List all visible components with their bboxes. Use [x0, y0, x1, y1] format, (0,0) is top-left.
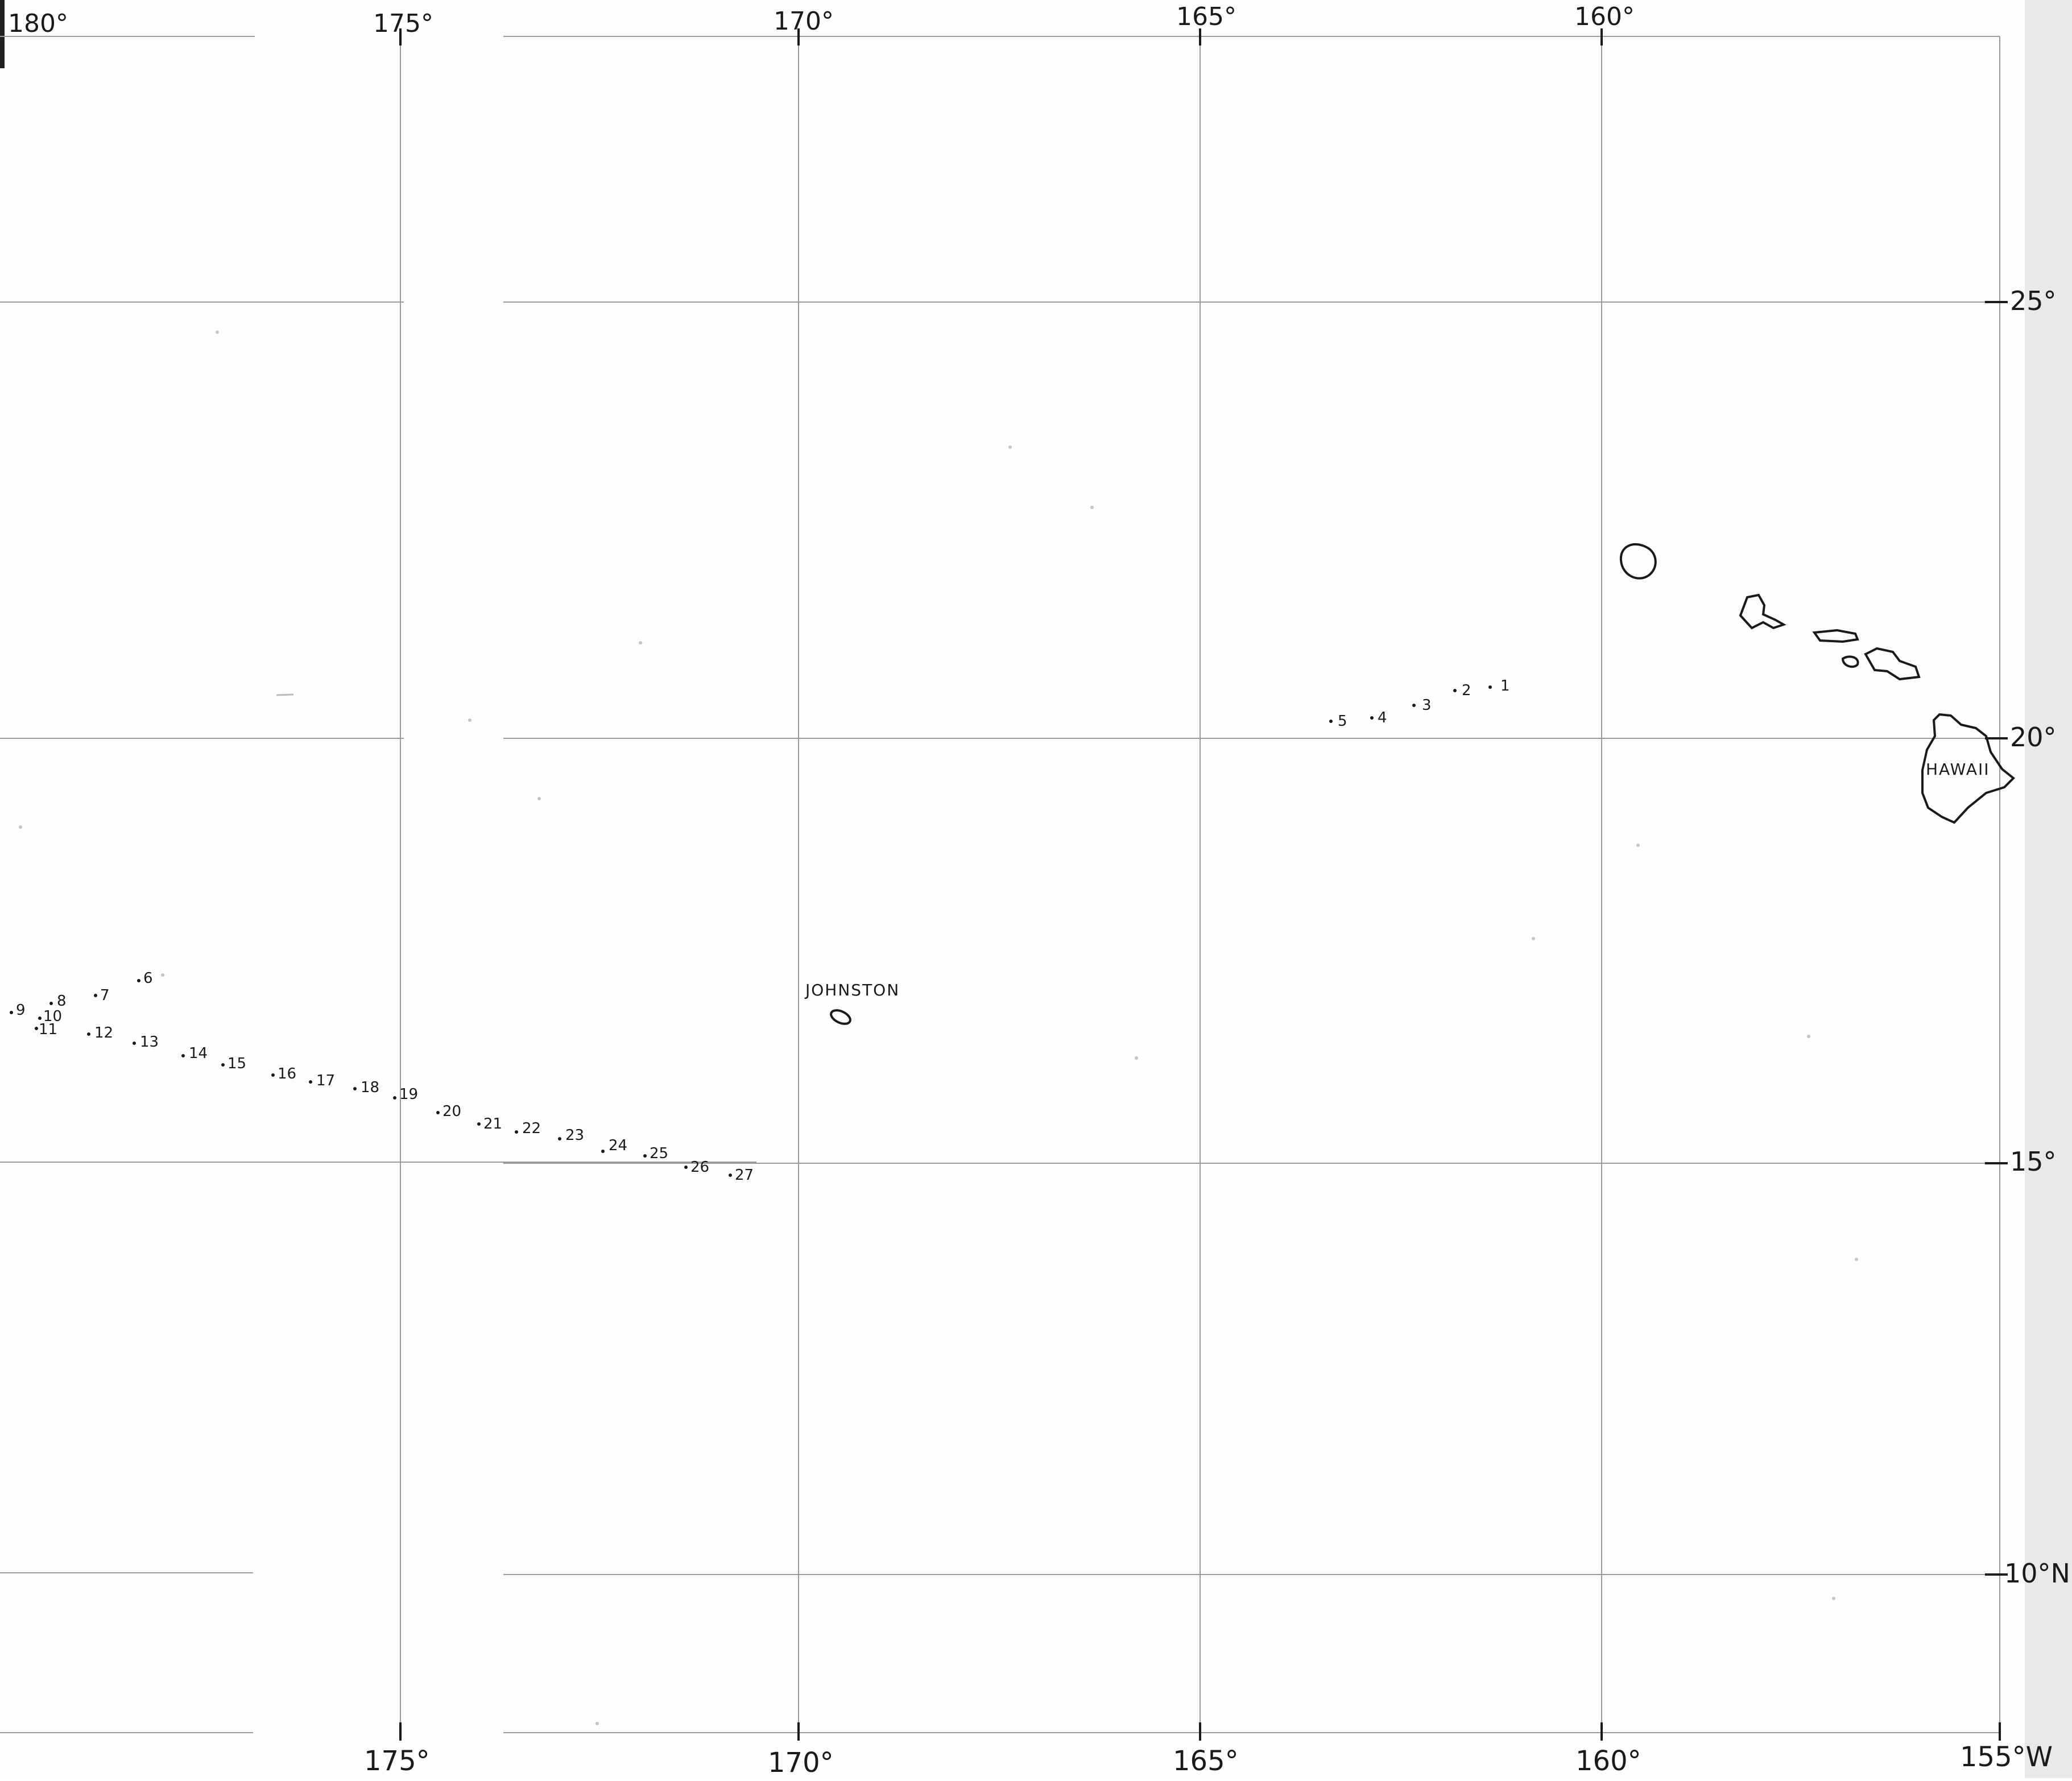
- latitude-grid: [0, 36, 2000, 1733]
- svg-text:18: 18: [361, 1079, 379, 1096]
- svg-text:15: 15: [228, 1055, 246, 1072]
- track-point-4: 4: [1370, 709, 1387, 726]
- track-point-26: 26: [684, 1159, 709, 1176]
- track-point-8: 8: [49, 993, 67, 1010]
- svg-text:20: 20: [442, 1103, 461, 1120]
- latitude-labels: 25° 20° 15° 10°N: [2004, 286, 2070, 1589]
- bottom-longitude-labels: 175° 170° 165° 160° 155°W: [364, 1741, 2053, 1779]
- track-point-27: 27: [729, 1167, 754, 1184]
- island-maui: [1864, 647, 1921, 681]
- paper-edge: [2025, 0, 2072, 1778]
- track-point-23: 23: [558, 1127, 584, 1144]
- svg-text:13: 13: [140, 1034, 159, 1051]
- track-point-21: 21: [477, 1115, 502, 1133]
- svg-text:23: 23: [565, 1127, 584, 1144]
- lat-label-10n: 10°N: [2004, 1558, 2070, 1589]
- svg-text:3: 3: [1422, 697, 1432, 714]
- track-point-3: 3: [1412, 697, 1432, 714]
- island-oahu: [1739, 593, 1786, 630]
- svg-text:21: 21: [483, 1115, 502, 1133]
- track-point-9: 9: [10, 1002, 26, 1019]
- track-point-15: 15: [221, 1055, 246, 1072]
- svg-text:4: 4: [1378, 709, 1387, 726]
- lat-label-25: 25°: [2010, 286, 2057, 316]
- svg-text:7: 7: [100, 987, 110, 1004]
- svg-text:2: 2: [1462, 682, 1471, 699]
- lon-label-bottom-160: 160°: [1575, 1745, 1641, 1777]
- track-point-24: 24: [601, 1137, 627, 1154]
- svg-text:11: 11: [39, 1021, 57, 1038]
- hawaii-label: HAWAII: [1926, 760, 1990, 779]
- track-point-6: 6: [137, 970, 153, 987]
- scan-edge-mark: [0, 0, 5, 68]
- svg-text:19: 19: [399, 1086, 418, 1103]
- svg-text:16: 16: [278, 1065, 296, 1082]
- lon-label-bottom-165: 165°: [1173, 1745, 1239, 1777]
- track-point-1: 1: [1488, 677, 1510, 695]
- lon-label-bottom-175: 175°: [364, 1745, 430, 1777]
- svg-text:8: 8: [57, 993, 67, 1010]
- lon-label-top-160: 160°: [1574, 2, 1635, 31]
- track-point-10: 10: [38, 1008, 62, 1025]
- track-point-22: 22: [515, 1120, 541, 1137]
- island-molokai: [1812, 629, 1859, 643]
- johnston-atoll-outline: [830, 1009, 851, 1025]
- tick-marks: [399, 28, 2008, 1741]
- lon-label-top-165: 165°: [1176, 2, 1236, 31]
- track-point-16: 16: [271, 1065, 296, 1082]
- island-kauai: [1619, 543, 1657, 580]
- svg-text:27: 27: [735, 1167, 754, 1184]
- svg-text:9: 9: [16, 1002, 26, 1019]
- lon-label-top-170: 170°: [774, 7, 834, 36]
- svg-text:17: 17: [316, 1072, 335, 1089]
- top-longitude-labels: 180° 175° 170° 165° 160°: [8, 2, 1635, 38]
- lon-label-bottom-170: 170°: [768, 1747, 834, 1778]
- lon-label-top-175: 175°: [373, 9, 433, 38]
- island-hawaii: [1921, 713, 2015, 824]
- lon-label-bottom-155w: 155°W: [1960, 1741, 2053, 1773]
- svg-text:26: 26: [690, 1159, 709, 1176]
- svg-text:10: 10: [43, 1008, 62, 1025]
- svg-text:24: 24: [609, 1137, 627, 1154]
- hawaiian-islands: [1619, 543, 2015, 824]
- track-point-14: 14: [181, 1045, 208, 1062]
- track-point-12: 12: [87, 1024, 113, 1042]
- track-point-7: 7: [94, 987, 110, 1004]
- svg-text:1: 1: [1500, 677, 1510, 695]
- stray-dots: [19, 330, 1858, 1725]
- lat-label-15: 15°: [2010, 1146, 2057, 1177]
- track-point-11: 11: [35, 1021, 57, 1038]
- track-point-25: 25: [643, 1145, 668, 1162]
- svg-text:6: 6: [143, 970, 153, 987]
- track-point-20: 20: [436, 1103, 461, 1120]
- svg-text:12: 12: [94, 1024, 113, 1042]
- track-point-5: 5: [1329, 713, 1347, 730]
- island-lanai: [1841, 655, 1859, 668]
- track-point-18: 18: [353, 1079, 379, 1096]
- svg-text:22: 22: [522, 1120, 541, 1137]
- johnston-label: JOHNSTON: [804, 981, 900, 999]
- longitude-grid: [400, 36, 2000, 1733]
- track-point-17: 17: [309, 1072, 335, 1089]
- lat-label-20: 20°: [2010, 722, 2057, 753]
- track-point-2: 2: [1453, 682, 1471, 699]
- svg-text:5: 5: [1338, 713, 1347, 730]
- lon-label-top-180: 180°: [8, 9, 68, 38]
- track-point-19: 19: [393, 1086, 418, 1103]
- svg-text:25: 25: [650, 1145, 668, 1162]
- svg-text:14: 14: [189, 1045, 208, 1062]
- track-points: 1 2 3 4 5 6 7 8 9 10 11 12 13 14 15 16 1…: [10, 677, 1510, 1184]
- track-point-13: 13: [133, 1034, 159, 1051]
